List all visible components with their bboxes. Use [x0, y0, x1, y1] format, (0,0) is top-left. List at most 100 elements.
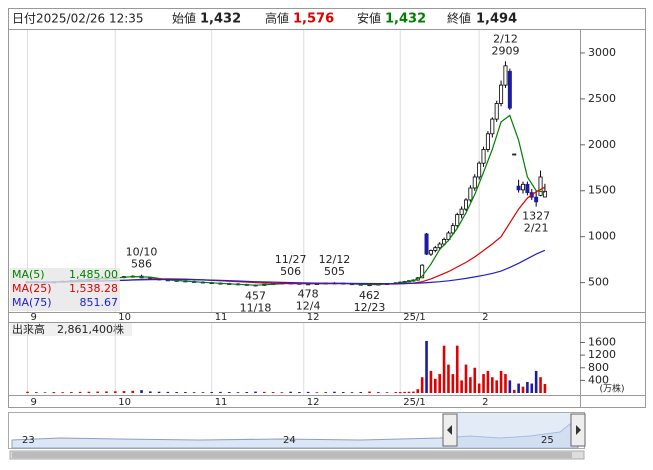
volume-bar	[477, 383, 481, 393]
legend-value: 851.67	[80, 296, 119, 309]
y-tick-label: 800	[588, 361, 609, 374]
candle-body	[507, 70, 512, 109]
annotation-value: 2909	[491, 44, 519, 57]
navigator-label: 25	[541, 435, 554, 446]
volume-bar	[61, 392, 64, 393]
volume-bar	[52, 392, 56, 393]
header-date: 2025/02/26 12:35	[36, 12, 144, 26]
candle-body	[485, 133, 490, 150]
y-tick-label: 2000	[588, 138, 616, 151]
x-tick-label: 10	[118, 397, 131, 408]
volume-bar	[482, 374, 485, 393]
annotation-date: 2/12	[493, 32, 518, 45]
annotation-date: 12/23	[354, 301, 386, 314]
legend-label: MA(25)	[12, 282, 52, 295]
volume-bar	[131, 390, 135, 393]
volume-bar	[324, 392, 327, 393]
volume-bar	[87, 391, 91, 393]
volume-unit: (万株)	[599, 383, 624, 395]
header-high: 1,576	[293, 12, 334, 27]
volume-bar	[412, 391, 415, 393]
volume-bar	[254, 391, 257, 393]
candle-body	[512, 153, 517, 156]
volume-bar	[425, 340, 428, 393]
volume-bar	[442, 345, 446, 393]
legend-value: 1,485.00	[69, 268, 118, 281]
header-date-label: 日付	[12, 12, 36, 26]
volume-bar	[491, 377, 494, 393]
volume-bar	[508, 380, 512, 393]
volume-bar	[315, 392, 319, 393]
header-close-label: 終値	[447, 11, 471, 26]
volume-bar	[447, 364, 450, 393]
volume-bar	[298, 392, 301, 393]
x-tick-label: 25/1	[403, 397, 425, 408]
scrollbar-thumb[interactable]	[12, 452, 572, 458]
candle-body	[455, 214, 460, 227]
candle-body	[521, 183, 526, 191]
volume-bar	[26, 391, 29, 393]
volume-bar	[184, 392, 187, 393]
volume-bar	[306, 391, 310, 393]
volume-bar	[341, 392, 345, 393]
navigator-window[interactable]	[457, 413, 571, 448]
arrow-icon	[576, 425, 581, 435]
annotation-value: 478	[298, 288, 319, 301]
volume-bar	[219, 391, 222, 393]
volume-bar	[263, 391, 266, 393]
volume-bar	[469, 377, 472, 393]
annotation-value: 462	[359, 289, 380, 302]
ma-line	[27, 249, 546, 285]
volume-label: 出来高	[12, 322, 45, 336]
ma-line	[27, 114, 545, 286]
arrow-icon	[447, 425, 452, 435]
candle-body	[428, 250, 433, 255]
x-tick-label: 11	[215, 312, 228, 323]
volume-bar	[407, 391, 411, 393]
volume-bar	[486, 370, 490, 393]
volume-bar	[122, 391, 126, 393]
candle-body	[503, 65, 508, 86]
volume-bar	[526, 381, 529, 393]
x-tick-label: 2	[482, 312, 488, 323]
annotation-date: 11/27	[275, 253, 307, 266]
volume-bar	[377, 392, 380, 393]
volume-bar	[175, 392, 178, 393]
volume-bar	[35, 392, 38, 393]
volume-total: 2,861,400株	[57, 322, 124, 336]
volume-bar	[201, 392, 205, 393]
y-tick-label: 400	[588, 373, 609, 386]
candle-body	[450, 225, 455, 234]
volume-label-box	[10, 323, 132, 336]
volume-bar	[210, 392, 213, 393]
header-low-label: 安値	[357, 11, 381, 26]
volume-bar	[504, 374, 507, 393]
volume-bar	[420, 377, 424, 393]
candle-body	[468, 187, 473, 201]
volume-bar	[149, 391, 152, 393]
volume-bar	[464, 364, 468, 393]
candle-body	[490, 118, 495, 135]
y-tick-label: 1000	[588, 230, 616, 243]
navigator-label: 23	[22, 435, 35, 446]
legend-label: MA(5)	[12, 268, 45, 281]
volume-bar	[539, 377, 542, 393]
annotation-date: 12/12	[319, 253, 351, 266]
annotation-value: 457	[245, 290, 266, 303]
volume-bar	[96, 391, 99, 393]
volume-bar	[333, 391, 336, 393]
candle-body	[538, 176, 543, 196]
volume-bar	[534, 370, 538, 393]
candle-body	[459, 208, 464, 216]
volume-bar	[451, 374, 455, 393]
candle-body	[472, 176, 477, 189]
chart-frame	[8, 29, 646, 408]
volume-bar	[473, 367, 477, 393]
volume-bar	[227, 392, 231, 393]
candle-body	[542, 190, 547, 198]
volume-bar	[350, 392, 354, 393]
volume-bar	[495, 380, 498, 393]
header-close: 1,494	[476, 12, 517, 27]
volume-bar	[70, 392, 73, 393]
